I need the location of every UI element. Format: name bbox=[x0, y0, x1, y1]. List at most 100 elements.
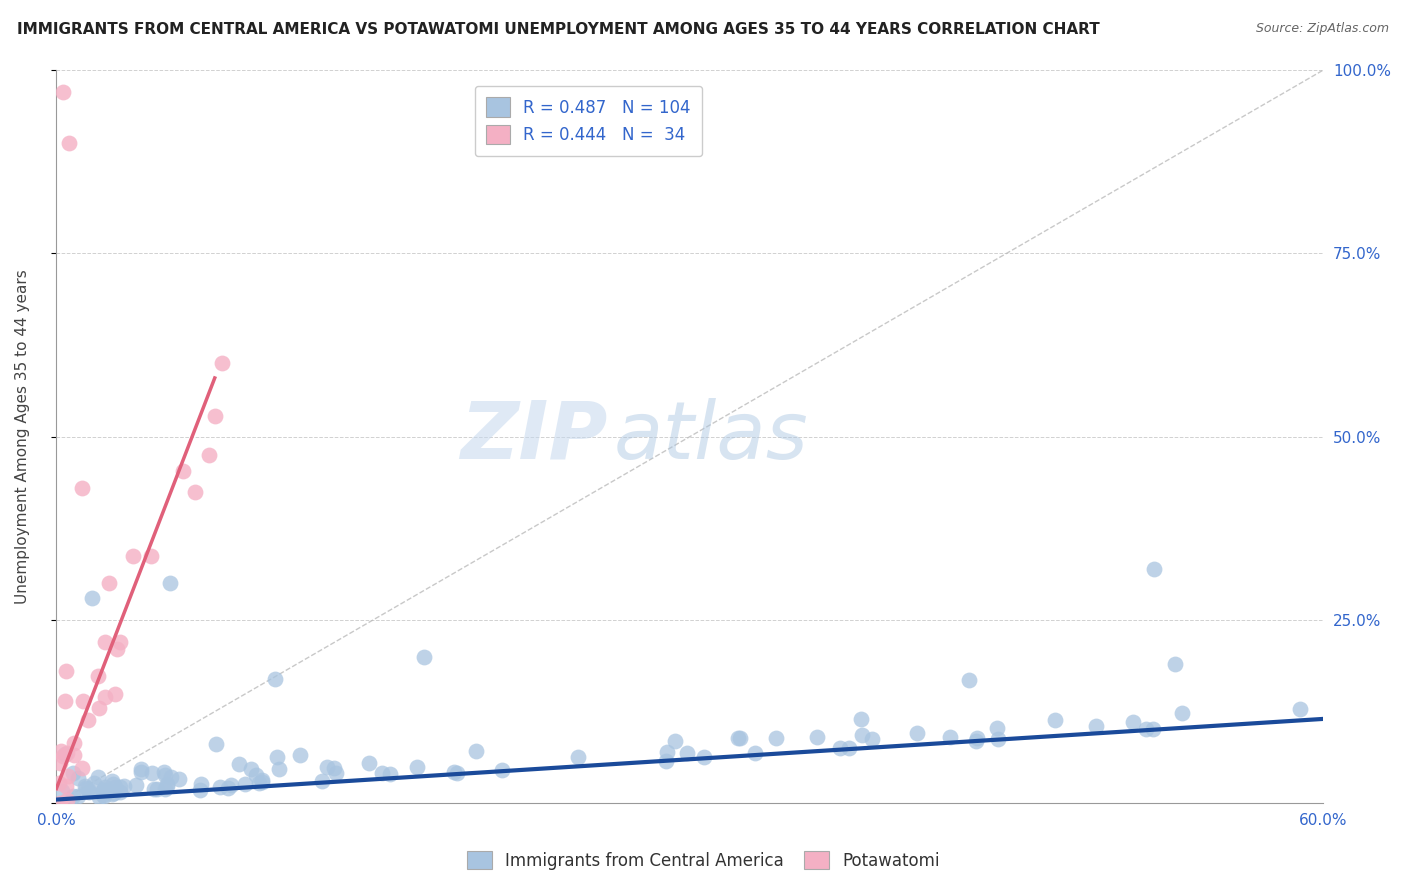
Point bbox=[1142, 723, 1164, 737]
Point bbox=[727, 731, 749, 745]
Point bbox=[108, 635, 131, 649]
Point bbox=[239, 762, 262, 776]
Point bbox=[160, 770, 183, 784]
Point bbox=[91, 783, 114, 797]
Point bbox=[838, 740, 860, 755]
Point bbox=[105, 642, 128, 657]
Point bbox=[252, 775, 274, 789]
Point bbox=[155, 782, 177, 797]
Point bbox=[153, 767, 176, 781]
Point bbox=[443, 764, 465, 779]
Point bbox=[211, 356, 233, 370]
Point bbox=[197, 448, 219, 462]
Point bbox=[87, 771, 110, 785]
Point bbox=[156, 777, 179, 791]
Point bbox=[141, 766, 163, 780]
Point bbox=[125, 778, 148, 792]
Point bbox=[860, 732, 883, 747]
Point bbox=[830, 741, 852, 756]
Point bbox=[1085, 719, 1108, 733]
Point bbox=[72, 693, 94, 707]
Point bbox=[965, 733, 987, 747]
Point bbox=[62, 765, 84, 780]
Point bbox=[730, 731, 752, 745]
Point bbox=[94, 635, 117, 649]
Point bbox=[110, 785, 132, 799]
Point bbox=[325, 765, 347, 780]
Text: IMMIGRANTS FROM CENTRAL AMERICA VS POTAWATOMI UNEMPLOYMENT AMONG AGES 35 TO 44 Y: IMMIGRANTS FROM CENTRAL AMERICA VS POTAW… bbox=[17, 22, 1099, 37]
Point bbox=[52, 85, 75, 99]
Point bbox=[188, 782, 211, 797]
Point bbox=[56, 747, 79, 761]
Point bbox=[62, 789, 84, 803]
Point bbox=[907, 726, 929, 740]
Point bbox=[655, 745, 678, 759]
Point bbox=[209, 780, 232, 794]
Point bbox=[266, 749, 288, 764]
Point bbox=[93, 690, 115, 704]
Point bbox=[56, 769, 79, 783]
Point bbox=[806, 730, 828, 744]
Point bbox=[190, 777, 212, 791]
Point bbox=[77, 781, 100, 796]
Point bbox=[93, 789, 115, 803]
Point bbox=[464, 744, 486, 758]
Point bbox=[228, 756, 250, 771]
Point bbox=[1288, 702, 1310, 716]
Point bbox=[986, 721, 1008, 735]
Legend: Immigrants from Central America, Potawatomi: Immigrants from Central America, Potawat… bbox=[460, 845, 946, 877]
Point bbox=[1171, 706, 1194, 720]
Point bbox=[142, 781, 165, 796]
Point bbox=[655, 754, 678, 768]
Point bbox=[141, 549, 163, 563]
Point bbox=[172, 464, 194, 478]
Point bbox=[1164, 657, 1187, 671]
Point bbox=[357, 756, 380, 770]
Point bbox=[48, 776, 70, 790]
Point bbox=[67, 789, 90, 804]
Point bbox=[959, 673, 981, 688]
Point bbox=[53, 693, 76, 707]
Point bbox=[70, 481, 93, 495]
Point bbox=[288, 748, 311, 763]
Point bbox=[52, 748, 75, 763]
Point bbox=[986, 731, 1008, 746]
Point bbox=[55, 779, 77, 793]
Point bbox=[98, 576, 121, 591]
Point bbox=[311, 774, 333, 789]
Point bbox=[217, 780, 239, 795]
Point bbox=[156, 779, 179, 793]
Point bbox=[110, 780, 132, 795]
Point bbox=[219, 778, 242, 792]
Point bbox=[129, 765, 152, 780]
Point bbox=[87, 668, 110, 682]
Point bbox=[693, 750, 716, 764]
Legend: R = 0.487   N = 104, R = 0.444   N =  34: R = 0.487 N = 104, R = 0.444 N = 34 bbox=[475, 86, 702, 156]
Point bbox=[77, 713, 100, 727]
Point bbox=[49, 744, 72, 758]
Point bbox=[159, 576, 181, 591]
Point bbox=[112, 780, 135, 794]
Point bbox=[491, 764, 513, 778]
Point bbox=[378, 767, 401, 781]
Point bbox=[56, 793, 79, 807]
Point bbox=[63, 748, 86, 763]
Point bbox=[1122, 714, 1144, 729]
Point bbox=[80, 591, 103, 605]
Point bbox=[245, 768, 267, 782]
Point bbox=[93, 783, 115, 797]
Point bbox=[744, 747, 766, 761]
Point bbox=[264, 672, 287, 686]
Point bbox=[101, 777, 124, 791]
Point bbox=[267, 763, 290, 777]
Point bbox=[322, 761, 344, 775]
Point bbox=[100, 773, 122, 788]
Point bbox=[851, 712, 873, 726]
Point bbox=[67, 771, 90, 785]
Point bbox=[91, 784, 114, 798]
Point bbox=[247, 775, 270, 789]
Point bbox=[235, 777, 257, 791]
Point bbox=[87, 701, 110, 715]
Point bbox=[167, 772, 190, 786]
Point bbox=[70, 761, 93, 775]
